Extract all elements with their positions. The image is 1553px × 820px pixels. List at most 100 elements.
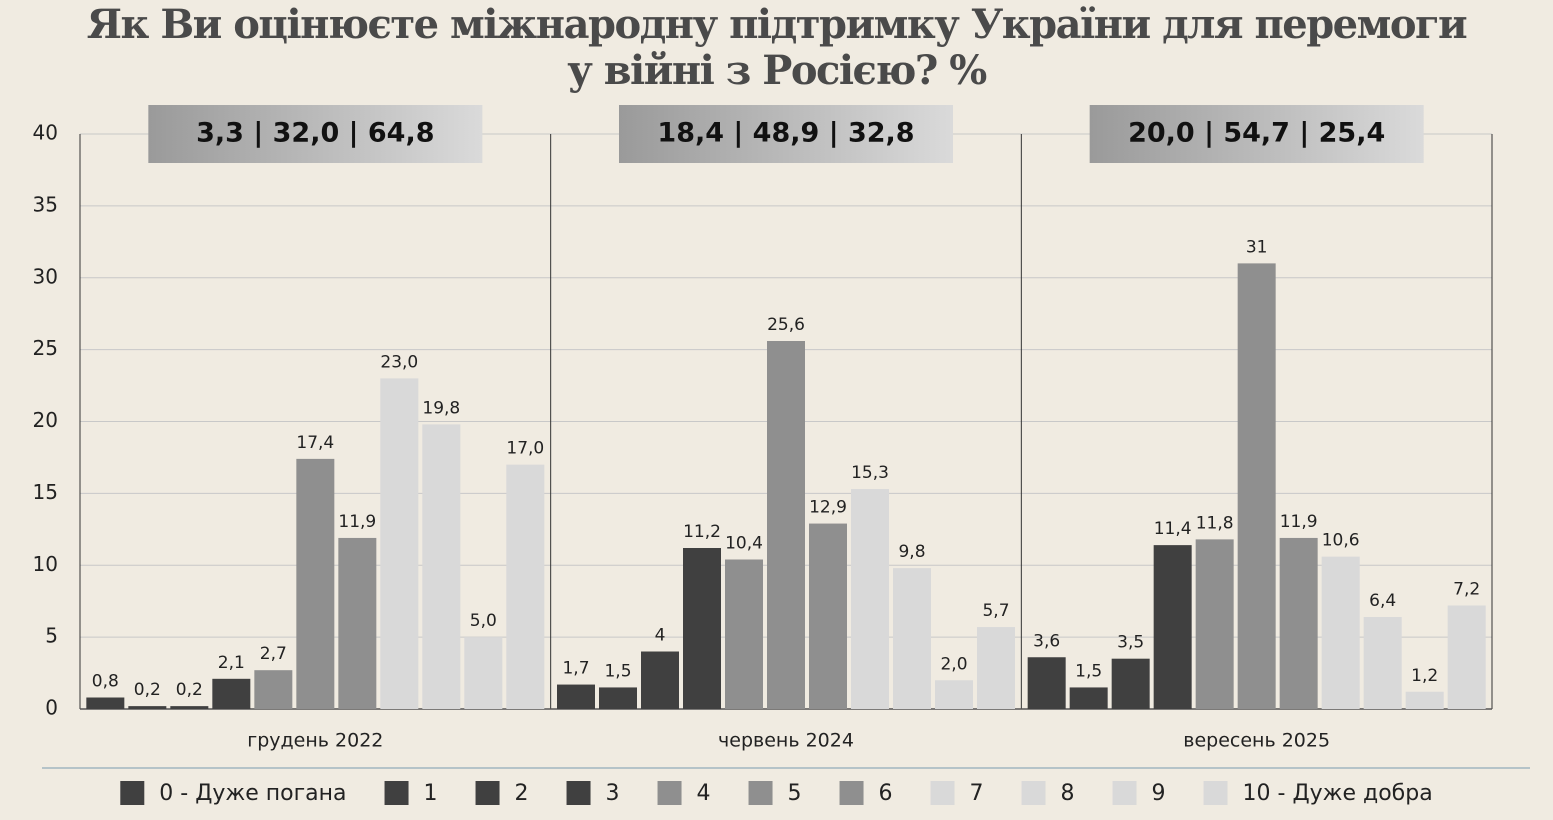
value-label: 0,2 (176, 680, 203, 700)
value-label: 31 (1246, 237, 1268, 257)
legend-label: 3 (606, 781, 620, 806)
legend-label: 7 (970, 781, 984, 806)
annotation: 20,0 | 54,7 | 25,4 (1128, 118, 1385, 149)
value-label: 2,1 (218, 653, 245, 673)
legend-label: 9 (1152, 781, 1166, 806)
legend-swatch (839, 781, 864, 805)
y-tick-label: 25 (33, 336, 58, 360)
legend-label: 4 (697, 781, 711, 806)
legend-swatch (930, 781, 955, 805)
bar (1279, 537, 1318, 709)
value-label: 11,9 (1280, 512, 1318, 532)
bar (1195, 539, 1234, 709)
value-label: 12,9 (809, 498, 847, 518)
bar (254, 670, 293, 709)
value-label: 3,5 (1117, 633, 1144, 653)
value-label: 4 (655, 626, 666, 646)
bar (1321, 556, 1360, 709)
value-label: 15,3 (851, 463, 889, 483)
legend-label: 2 (515, 781, 529, 806)
annotation-box (148, 105, 483, 163)
legend-swatch (1021, 781, 1046, 805)
bar (851, 489, 889, 709)
bar (641, 651, 679, 709)
annotation-box (1089, 105, 1424, 163)
annotation-box (619, 105, 953, 163)
bar (725, 559, 763, 709)
bar (170, 706, 209, 709)
value-label: 5,7 (982, 601, 1009, 621)
bar (422, 424, 461, 709)
value-label: 7,2 (1453, 580, 1480, 600)
y-tick-label: 5 (45, 624, 58, 648)
x-tick-label: грудень 2022 (247, 730, 383, 752)
bar (380, 378, 419, 709)
bar (1027, 657, 1066, 709)
bar (893, 568, 931, 709)
value-label: 2,7 (260, 644, 287, 664)
bar (935, 680, 973, 709)
y-tick-label: 0 (45, 696, 58, 720)
legend-swatch (384, 781, 409, 805)
value-label: 19,8 (422, 398, 460, 418)
bar (506, 464, 545, 709)
value-label: 23,0 (380, 352, 418, 372)
x-tick-label: червень 2024 (718, 730, 854, 752)
bar (557, 684, 595, 709)
x-tick-label: вересень 2025 (1183, 730, 1330, 752)
bar (977, 627, 1015, 709)
y-tick-label: 35 (33, 192, 58, 216)
legend-swatch (657, 781, 682, 805)
bar (599, 687, 637, 709)
y-tick-label: 15 (33, 480, 58, 504)
bar (86, 697, 125, 709)
bar (338, 537, 377, 709)
value-label: 10,6 (1322, 531, 1360, 551)
legend-label: 6 (879, 781, 893, 806)
value-label: 11,8 (1196, 513, 1234, 533)
bar (1153, 545, 1192, 709)
y-tick-label: 20 (33, 408, 58, 432)
value-label: 0,8 (92, 672, 119, 692)
bar (128, 706, 167, 709)
bar (1447, 605, 1486, 709)
legend-swatch (566, 781, 591, 805)
bar (1111, 658, 1150, 709)
bar (1237, 263, 1276, 709)
bar (683, 548, 721, 709)
value-label: 6,4 (1369, 591, 1396, 611)
legend-label: 10 - Дуже добра (1243, 781, 1433, 806)
value-label: 1,2 (1411, 666, 1438, 686)
legend-swatch (748, 781, 773, 805)
chart-title: Як Ви оцінюєте міжнародну підтримку Укра… (86, 1, 1468, 94)
bar (767, 341, 805, 709)
legend-swatch (1112, 781, 1137, 805)
value-label: 25,6 (767, 315, 805, 335)
bar (1363, 617, 1402, 709)
value-label: 5,0 (470, 611, 497, 631)
value-label: 3,6 (1033, 631, 1060, 651)
legend-label: 5 (788, 781, 802, 806)
legend-label: 1 (424, 781, 438, 806)
legend-swatch (120, 781, 145, 805)
value-label: 1,5 (1075, 661, 1102, 681)
annotation: 3,3 | 32,0 | 64,8 (196, 118, 434, 149)
value-label: 2,0 (940, 654, 967, 674)
value-label: 11,9 (338, 512, 376, 532)
legend-swatch (1203, 781, 1228, 805)
value-label: 17,0 (506, 439, 544, 459)
annotation: 18,4 | 48,9 | 32,8 (657, 118, 914, 149)
value-label: 11,2 (683, 522, 721, 542)
value-label: 9,8 (898, 542, 925, 562)
bar (1069, 687, 1108, 709)
bar (212, 678, 251, 709)
value-label: 11,4 (1154, 519, 1192, 539)
legend-label: 0 - Дуже погана (159, 781, 346, 806)
y-tick-label: 10 (33, 552, 58, 576)
value-label: 0,2 (134, 680, 161, 700)
bar (296, 458, 335, 709)
bar (809, 523, 847, 709)
y-tick-label: 30 (33, 264, 58, 288)
